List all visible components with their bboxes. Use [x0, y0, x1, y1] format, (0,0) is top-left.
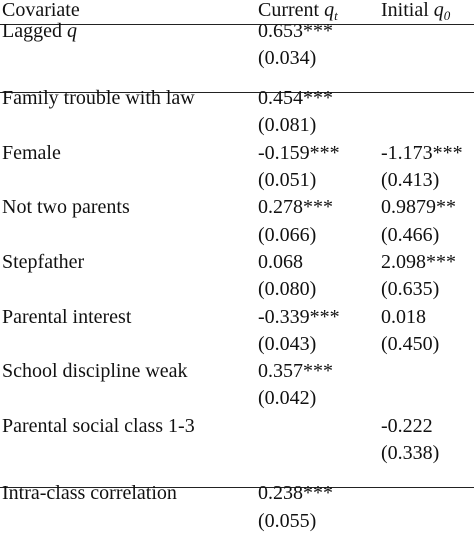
covariate: Parental social class 1-3: [2, 413, 195, 440]
header-text: Initial: [381, 0, 429, 21]
estimate: 0.278***: [258, 196, 333, 219]
covariate: Stepfather: [2, 249, 84, 276]
estimate: 0.238***: [258, 482, 333, 505]
covariate-symbol: q: [66, 19, 77, 42]
covariate-text: Not two parents: [2, 196, 130, 219]
estimate: -0.159***: [258, 141, 340, 164]
standard-error: (0.055): [258, 509, 317, 532]
estimate: -0.222: [381, 414, 433, 437]
header-cell: Initial q0: [381, 0, 450, 24]
header-symbol: q: [433, 0, 444, 21]
standard-error: (0.066): [258, 223, 317, 246]
covariate-text: Parental interest: [2, 305, 132, 328]
covariate: Family trouble with law: [2, 85, 195, 112]
rule: [0, 24, 474, 25]
header-symbol: q: [324, 0, 335, 21]
covariate-text: School discipline weak: [2, 360, 188, 383]
header-text: Current: [258, 0, 320, 21]
estimate: -0.339***: [258, 305, 340, 328]
covariate-text: Intra-class correlation: [2, 482, 177, 505]
standard-error: (0.081): [258, 114, 317, 137]
estimate: 0.653***: [258, 19, 333, 42]
estimate: 0.9879**: [381, 196, 456, 219]
covariate: Female: [2, 140, 61, 167]
estimate: 0.068: [258, 250, 303, 273]
covariate-text: Stepfather: [2, 250, 85, 273]
covariate-text: Family trouble with law: [2, 87, 195, 110]
standard-error: (0.413): [381, 169, 440, 191]
covariate: Lagged q: [2, 18, 77, 45]
standard-error: (0.080): [258, 278, 317, 301]
estimate: 2.098***: [381, 250, 456, 273]
covariate-text: Female: [2, 141, 61, 164]
covariate-text: Parental social class 1-3: [2, 414, 195, 437]
estimate: -1.173***: [381, 141, 463, 164]
header-subscript: t: [334, 8, 338, 23]
estimate: 0.018: [381, 305, 426, 328]
standard-error: (0.635): [381, 278, 440, 301]
standard-error: (0.043): [258, 332, 317, 355]
covariate: Parental interest: [2, 304, 131, 331]
covariate: School discipline weak: [2, 358, 188, 385]
covariate: Not two parents: [2, 194, 130, 221]
standard-error: (0.034): [258, 46, 317, 69]
header-cell: Current qt: [258, 0, 338, 24]
standard-error: (0.042): [258, 387, 317, 410]
covariate: Intra-class correlation: [2, 480, 177, 507]
estimate: 0.357***: [258, 360, 333, 383]
standard-error: (0.338): [381, 442, 440, 464]
standard-error: (0.450): [381, 332, 440, 355]
standard-error: (0.466): [381, 223, 440, 246]
standard-error: (0.051): [258, 169, 317, 191]
rule: [0, 486, 474, 488]
rule: [0, 91, 474, 93]
estimate: 0.454***: [258, 87, 333, 110]
covariate-text: Lagged: [2, 19, 62, 42]
header-cell: Covariate: [2, 0, 80, 21]
header-subscript: 0: [443, 8, 451, 23]
